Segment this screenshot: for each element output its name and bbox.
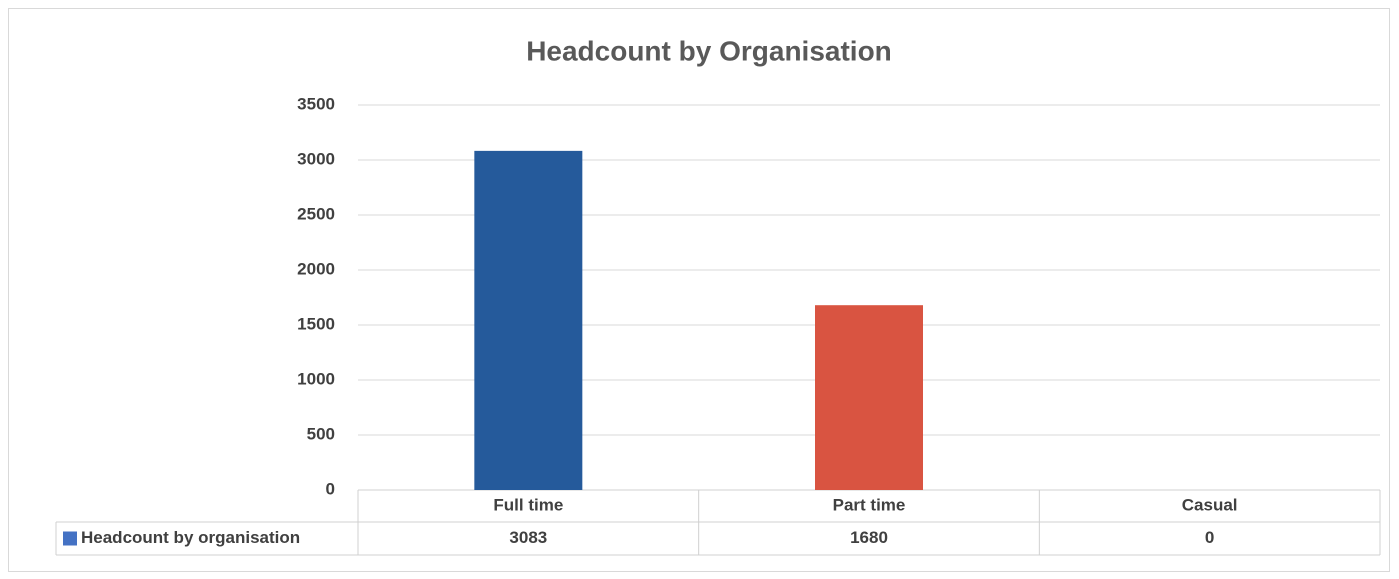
y-tick-label: 1500	[297, 314, 335, 333]
y-tick-label: 3500	[297, 94, 335, 113]
data-table-value: 1680	[850, 528, 888, 547]
y-tick-label: 2000	[297, 259, 335, 278]
x-tick-label: Part time	[833, 495, 906, 514]
y-tick-label: 2500	[297, 204, 335, 223]
legend-label: Headcount by organisation	[81, 528, 300, 547]
chart-title: Headcount by Organisation	[526, 35, 892, 66]
data-table-value: 3083	[509, 528, 547, 547]
bar	[815, 305, 923, 490]
bar	[474, 150, 583, 490]
legend-swatch	[63, 531, 77, 546]
y-tick-label: 1000	[297, 369, 335, 388]
data-table-value: 0	[1205, 528, 1214, 547]
x-tick-label: Casual	[1182, 495, 1238, 514]
chart-frame	[8, 8, 1390, 572]
y-tick-label: 500	[307, 424, 335, 443]
y-tick-label: 0	[326, 479, 335, 498]
y-tick-label: 3000	[297, 149, 335, 168]
x-tick-label: Full time	[493, 495, 563, 514]
